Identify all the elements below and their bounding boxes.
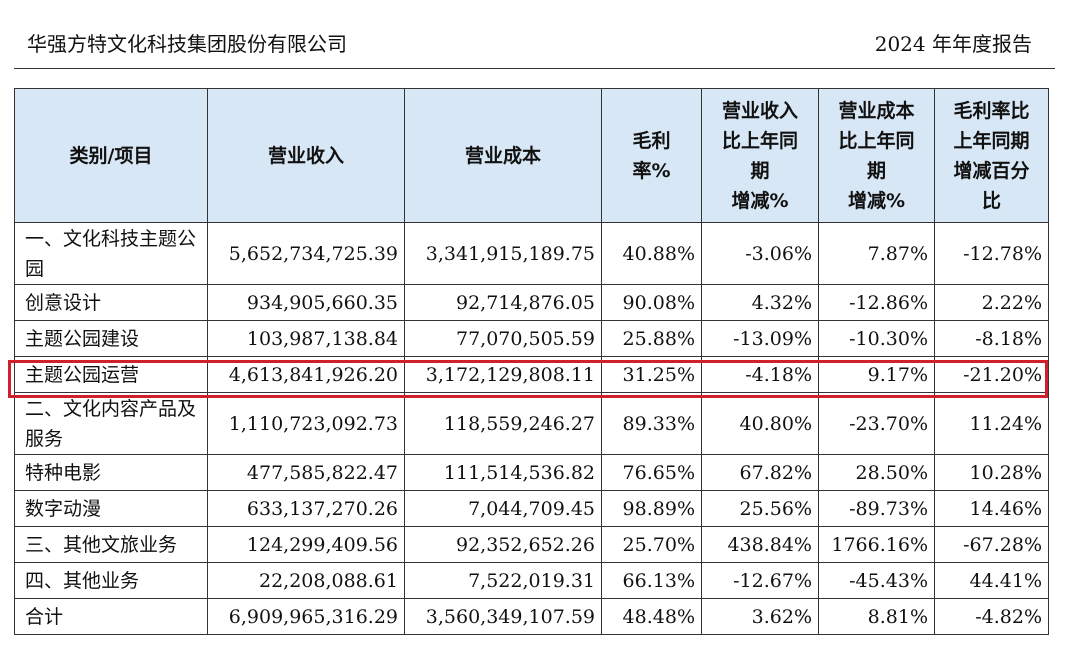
col-header-revenue-change: 营业收入 比上年同期增减% bbox=[701, 88, 819, 223]
header-divider bbox=[14, 68, 1055, 69]
cell-revenue: 4,613,841,926.20 bbox=[207, 356, 405, 393]
col-header-margin: 毛利 率% bbox=[601, 88, 702, 223]
cell-revenue-change: 3.62% bbox=[701, 598, 819, 635]
cell-margin: 48.48% bbox=[601, 598, 702, 635]
cell-cost-change: 28.50% bbox=[818, 454, 935, 491]
cell-margin: 98.89% bbox=[601, 490, 702, 527]
cell-revenue-change: 67.82% bbox=[701, 454, 819, 491]
cell-margin: 25.88% bbox=[601, 320, 702, 357]
table-header-row: 类别/项目 营业收入 营业成本 毛利 率% 营业收入 比上年同期增减% 营业成本 比上… bbox=[14, 88, 1049, 223]
col-header-cost: 营业成本 bbox=[404, 88, 602, 223]
cell-revenue-change: -12.67% bbox=[701, 562, 819, 599]
cell-category: 主题公园建设 bbox=[14, 320, 208, 357]
table-row: 主题公园建设 103,987,138.84 77,070,505.59 25.88% -… bbox=[14, 320, 1049, 357]
cell-revenue-change: 40.80% bbox=[701, 392, 819, 455]
cell-revenue-change: -3.06% bbox=[701, 222, 819, 285]
cell-margin-change: -8.18% bbox=[934, 320, 1049, 357]
cell-revenue-change: -13.09% bbox=[701, 320, 819, 357]
cell-category: 一、文化科技主题公园 bbox=[14, 222, 208, 285]
table-row: 特种电影 477,585,822.47 111,514,536.82 76.65% 67… bbox=[14, 454, 1049, 491]
cell-category: 主题公园运营 bbox=[14, 356, 208, 393]
cell-revenue-change: 4.32% bbox=[701, 284, 819, 321]
cell-revenue: 633,137,270.26 bbox=[207, 490, 405, 527]
table-row: 一、文化科技主题公园 5,652,734,725.39 3,341,915,189.… bbox=[14, 222, 1049, 285]
cell-revenue: 5,652,734,725.39 bbox=[207, 222, 405, 285]
col-header-category: 类别/项目 bbox=[14, 88, 208, 223]
table-row: 四、其他业务 22,208,088.61 7,522,019.31 66.13% -12… bbox=[14, 562, 1049, 599]
cell-margin: 40.88% bbox=[601, 222, 702, 285]
table-row: 创意设计 934,905,660.35 92,714,876.05 90.08% 4.3… bbox=[14, 284, 1049, 321]
cell-cost-change: 9.17% bbox=[818, 356, 935, 393]
cell-category: 创意设计 bbox=[14, 284, 208, 321]
table-row: 三、其他文旅业务 124,299,409.56 92,352,652.26 25.70… bbox=[14, 526, 1049, 563]
cell-cost: 3,172,129,808.11 bbox=[404, 356, 602, 393]
cell-cost-change: 7.87% bbox=[818, 222, 935, 285]
cell-margin-change: 2.22% bbox=[934, 284, 1049, 321]
cell-category: 数字动漫 bbox=[14, 490, 208, 527]
col-header-cost-change: 营业成本 比上年同期增减% bbox=[818, 88, 935, 223]
cell-cost-change: -45.43% bbox=[818, 562, 935, 599]
cell-margin-change: 44.41% bbox=[934, 562, 1049, 599]
cell-cost: 118,559,246.27 bbox=[404, 392, 602, 455]
cell-category: 四、其他业务 bbox=[14, 562, 208, 599]
cell-margin-change: 14.46% bbox=[934, 490, 1049, 527]
cell-margin-change: 10.28% bbox=[934, 454, 1049, 491]
cell-category: 特种电影 bbox=[14, 454, 208, 491]
cell-revenue: 124,299,409.56 bbox=[207, 526, 405, 563]
company-name: 华强方特文化科技集团股份有限公司 bbox=[27, 32, 347, 56]
cell-revenue: 6,909,965,316.29 bbox=[207, 598, 405, 635]
cell-category: 合计 bbox=[14, 598, 208, 635]
cell-margin: 66.13% bbox=[601, 562, 702, 599]
cell-cost: 77,070,505.59 bbox=[404, 320, 602, 357]
cell-cost-change: 1766.16% bbox=[818, 526, 935, 563]
cell-category: 三、其他文旅业务 bbox=[14, 526, 208, 563]
cell-margin: 76.65% bbox=[601, 454, 702, 491]
table-row: 二、文化内容产品及服务 1,110,723,092.73 118,559,246.2… bbox=[14, 392, 1049, 455]
cell-margin-change: -4.82% bbox=[934, 598, 1049, 635]
cell-revenue: 477,585,822.47 bbox=[207, 454, 405, 491]
cell-cost: 7,522,019.31 bbox=[404, 562, 602, 599]
cell-revenue: 1,110,723,092.73 bbox=[207, 392, 405, 455]
revenue-table: 类别/项目 营业收入 营业成本 毛利 率% 营业收入 比上年同期增减% 营业成本 比上… bbox=[14, 88, 1049, 635]
col-header-margin-change: 毛利率比 上年同期 增减百分比 bbox=[934, 88, 1049, 223]
cell-revenue: 103,987,138.84 bbox=[207, 320, 405, 357]
cell-revenue-change: -4.18% bbox=[701, 356, 819, 393]
cell-cost: 92,352,652.26 bbox=[404, 526, 602, 563]
cell-cost: 92,714,876.05 bbox=[404, 284, 602, 321]
cell-cost: 3,560,349,107.59 bbox=[404, 598, 602, 635]
table-row: 合计 6,909,965,316.29 3,560,349,107.59 48.48%… bbox=[14, 598, 1049, 635]
cell-revenue-change: 25.56% bbox=[701, 490, 819, 527]
table-row: 主题公园运营 4,613,841,926.20 3,172,129,808.11 31… bbox=[14, 356, 1049, 393]
cell-margin-change: 11.24% bbox=[934, 392, 1049, 455]
cell-margin: 31.25% bbox=[601, 356, 702, 393]
cell-cost-change: -12.86% bbox=[818, 284, 935, 321]
cell-cost: 3,341,915,189.75 bbox=[404, 222, 602, 285]
table-row: 数字动漫 633,137,270.26 7,044,709.45 98.89% 25.5… bbox=[14, 490, 1049, 527]
cell-revenue-change: 438.84% bbox=[701, 526, 819, 563]
cell-margin-change: -67.28% bbox=[934, 526, 1049, 563]
cell-cost-change: 8.81% bbox=[818, 598, 935, 635]
cell-category: 二、文化内容产品及服务 bbox=[14, 392, 208, 455]
cell-margin-change: -21.20% bbox=[934, 356, 1049, 393]
col-header-revenue: 营业收入 bbox=[207, 88, 405, 223]
cell-revenue: 22,208,088.61 bbox=[207, 562, 405, 599]
cell-cost: 7,044,709.45 bbox=[404, 490, 602, 527]
cell-margin: 89.33% bbox=[601, 392, 702, 455]
cell-margin: 90.08% bbox=[601, 284, 702, 321]
cell-margin: 25.70% bbox=[601, 526, 702, 563]
cell-cost-change: -89.73% bbox=[818, 490, 935, 527]
cell-cost-change: -23.70% bbox=[818, 392, 935, 455]
cell-revenue: 934,905,660.35 bbox=[207, 284, 405, 321]
cell-cost-change: -10.30% bbox=[818, 320, 935, 357]
cell-margin-change: -12.78% bbox=[934, 222, 1049, 285]
cell-cost: 111,514,536.82 bbox=[404, 454, 602, 491]
report-title: 2024 年年度报告 bbox=[874, 32, 1032, 56]
